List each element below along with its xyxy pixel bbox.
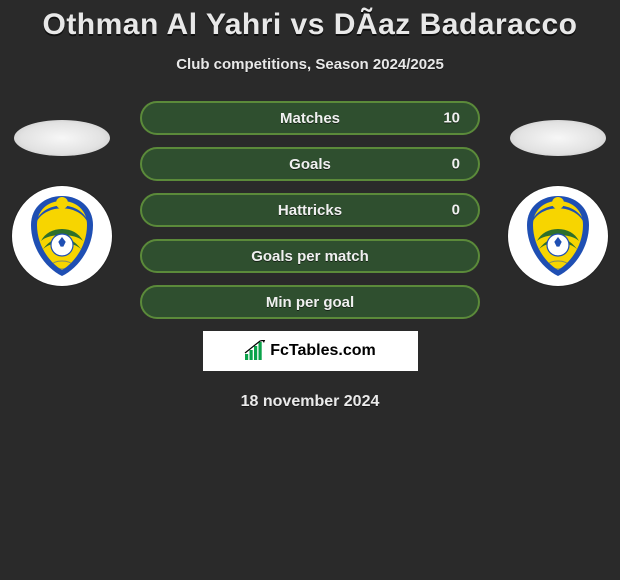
stat-label: Goals per match [251, 248, 369, 265]
stat-label: Matches [280, 110, 340, 127]
stat-value: 10 [443, 110, 460, 127]
player-photo-placeholder [14, 120, 110, 156]
stat-value: 0 [452, 202, 460, 219]
branding-text: FcTables.com [270, 342, 376, 360]
stat-label: Hattricks [278, 202, 342, 219]
left-player-slot [12, 120, 112, 286]
stat-value: 0 [452, 156, 460, 173]
stat-row: Matches 10 [140, 101, 480, 135]
chart-bars-icon [244, 340, 266, 362]
stat-row: Goals per match [140, 239, 480, 273]
page-subtitle: Club competitions, Season 2024/2025 [176, 56, 444, 73]
widget-root: Othman Al Yahri vs DÃ­az Badaracco Club … [0, 0, 620, 411]
player-photo-placeholder [510, 120, 606, 156]
club-crest-icon [513, 191, 603, 281]
stat-row: Min per goal [140, 285, 480, 319]
club-badge-right [508, 186, 608, 286]
snapshot-date: 18 november 2024 [241, 393, 380, 411]
stat-label: Goals [289, 156, 331, 173]
club-badge-left [12, 186, 112, 286]
stat-label: Min per goal [266, 294, 354, 311]
stat-row: Goals 0 [140, 147, 480, 181]
stat-row: Hattricks 0 [140, 193, 480, 227]
right-player-slot [508, 120, 608, 286]
page-title: Othman Al Yahri vs DÃ­az Badaracco [42, 8, 577, 42]
branding-banner[interactable]: FcTables.com [203, 331, 418, 371]
club-crest-icon [17, 191, 107, 281]
